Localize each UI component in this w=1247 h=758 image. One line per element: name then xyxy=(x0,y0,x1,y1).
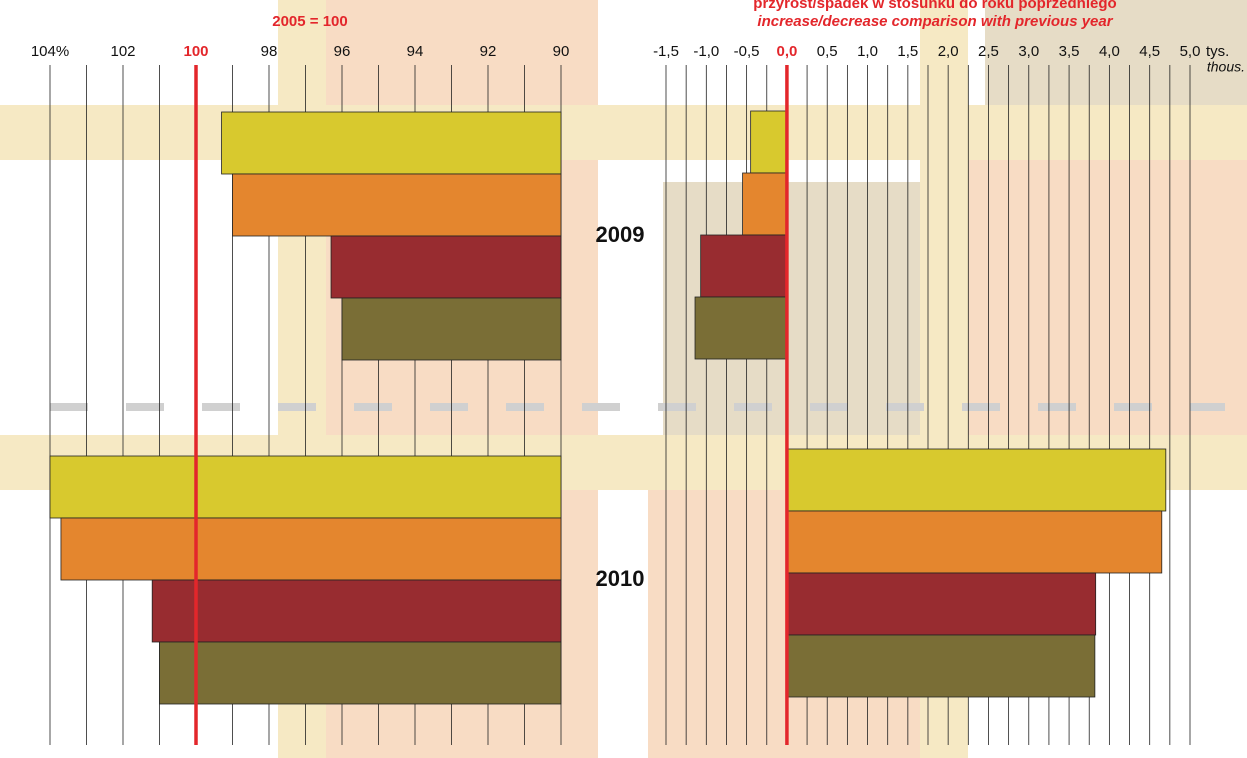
group-label: 2009 xyxy=(596,222,645,247)
x-tick-label: 1,5 xyxy=(897,43,918,60)
x-tick-label: 102 xyxy=(110,43,135,60)
x-tick-label: 4,0 xyxy=(1099,43,1120,60)
x-tick-label: -0,5 xyxy=(734,43,760,60)
x-tick-label: 100 xyxy=(183,43,208,60)
x-tick-label: 0,5 xyxy=(817,43,838,60)
bar xyxy=(232,173,562,237)
chart-title: 2005 = 100 xyxy=(272,13,348,30)
bar xyxy=(221,111,562,175)
x-tick-label: 4,5 xyxy=(1139,43,1160,60)
bar xyxy=(786,634,1096,698)
x-tick-label: -1,5 xyxy=(653,43,679,60)
x-tick-label: 2,0 xyxy=(938,43,959,60)
bar xyxy=(341,297,562,361)
x-tick-label: 0,0 xyxy=(776,43,797,60)
bar xyxy=(330,235,562,299)
band xyxy=(968,160,1247,435)
chart-subtitle: increase/decrease comparison with previo… xyxy=(757,13,1113,30)
bar xyxy=(750,110,788,174)
group-label: 2010 xyxy=(596,566,645,591)
x-tick-label: 96 xyxy=(334,43,351,60)
bar xyxy=(694,296,788,360)
x-tick-label: 94 xyxy=(407,43,424,60)
unit-label: thous. xyxy=(1207,59,1245,75)
chart-title: przyrost/spadek w stosunku do roku poprz… xyxy=(753,0,1116,12)
x-tick-label: 90 xyxy=(553,43,570,60)
unit-label: tys. xyxy=(1206,43,1229,60)
x-tick-label: 104% xyxy=(31,43,69,60)
bar xyxy=(786,448,1167,512)
x-tick-label: 3,5 xyxy=(1059,43,1080,60)
x-tick-label: 92 xyxy=(480,43,497,60)
x-tick-label: 3,0 xyxy=(1018,43,1039,60)
x-tick-label: 1,0 xyxy=(857,43,878,60)
bar xyxy=(786,572,1097,636)
x-tick-label: 5,0 xyxy=(1180,43,1201,60)
bar xyxy=(60,517,562,581)
x-tick-label: 2,5 xyxy=(978,43,999,60)
bar xyxy=(786,510,1163,574)
bar xyxy=(159,641,562,705)
bar xyxy=(742,172,788,236)
band xyxy=(0,105,1247,160)
bar xyxy=(49,455,562,519)
bar xyxy=(151,579,562,643)
bar xyxy=(700,234,788,298)
x-tick-label: 98 xyxy=(261,43,278,60)
x-tick-label: -1,0 xyxy=(693,43,719,60)
